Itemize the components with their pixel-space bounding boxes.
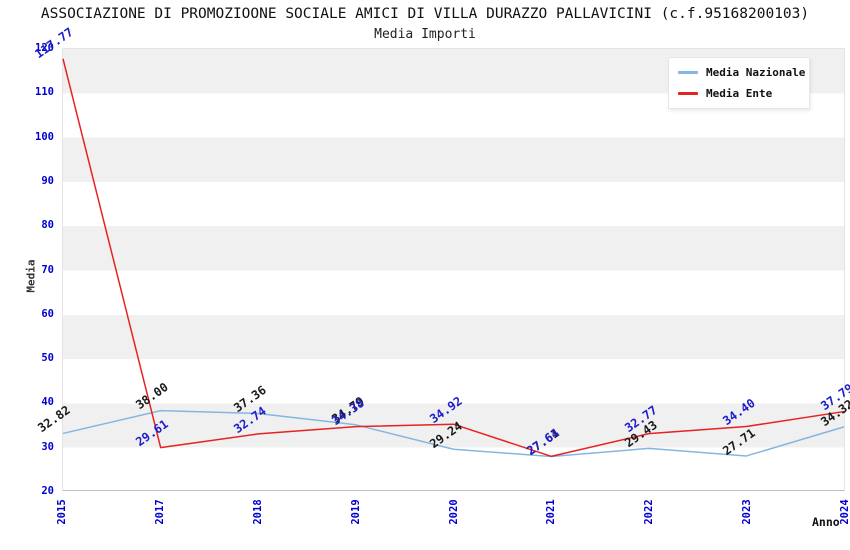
legend-label-nazionale: Media Nazionale	[706, 66, 806, 79]
x-tick-2017: 2017	[153, 499, 166, 525]
y-tick-100: 100	[35, 130, 54, 143]
y-tick-90: 90	[41, 174, 54, 187]
x-axis-title: Anno	[812, 515, 840, 529]
legend-item-media-nazionale: Media Nazionale	[678, 66, 805, 79]
legend-item-media-ente: Media Ente	[678, 87, 800, 100]
x-tick-2018: 2018	[251, 499, 264, 525]
plot-area	[62, 48, 845, 491]
chart-title: ASSOCIAZIONE DI PROMOZIOONE SOCIALE AMIC…	[40, 6, 810, 22]
series-line-media-ente	[62, 58, 845, 458]
y-tick-120: 120	[35, 42, 54, 54]
legend-line-marker-nazionale	[678, 71, 698, 74]
y-tick-20: 20	[41, 485, 54, 497]
y-tick-50: 50	[41, 352, 54, 365]
y-tick-110: 110	[35, 86, 54, 99]
legend-line-marker-ente	[678, 92, 698, 95]
chart-subtitle: Media Importi	[374, 27, 476, 42]
x-tick-2021: 2021	[545, 499, 558, 525]
y-tick-60: 60	[41, 307, 54, 320]
x-tick-2024: 2024	[839, 499, 850, 525]
y-axis-title: Media	[24, 259, 38, 293]
x-tick-2023: 2023	[741, 499, 754, 525]
legend: Media Nazionale Media Ente	[668, 57, 810, 109]
x-tick-2022: 2022	[643, 499, 656, 525]
y-tick-70: 70	[41, 263, 54, 276]
legend-label-ente: Media Ente	[706, 87, 773, 100]
y-tick-80: 80	[41, 219, 54, 232]
y-tick-30: 30	[41, 440, 54, 453]
x-tick-2020: 2020	[447, 499, 460, 525]
y-tick-40: 40	[41, 396, 54, 409]
x-tick-2019: 2019	[349, 499, 362, 525]
series-lines-canvas	[62, 58, 845, 458]
x-tick-2015: 2015	[56, 499, 68, 525]
series-line-media-nazionale	[62, 409, 845, 458]
